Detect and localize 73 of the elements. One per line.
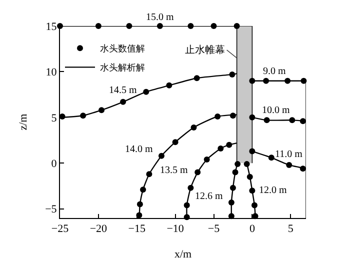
annotation: 12.6 m	[195, 191, 223, 202]
x-tick-label: −5	[208, 223, 220, 236]
point	[249, 188, 256, 194]
point	[143, 88, 150, 95]
x-tick-label: 0	[249, 223, 256, 236]
annotation: 15.0 m	[146, 12, 174, 23]
legend-label: 水头数值解	[100, 44, 145, 54]
point	[249, 78, 256, 84]
point	[190, 124, 197, 130]
point	[300, 78, 307, 84]
point	[249, 148, 256, 154]
x-tick-label: −20	[90, 223, 108, 236]
annotation: 10.0 m	[262, 105, 290, 116]
point	[264, 117, 270, 124]
point	[300, 118, 306, 124]
point	[230, 184, 236, 191]
point	[80, 112, 86, 119]
point	[232, 169, 238, 176]
point	[136, 201, 143, 208]
point	[268, 154, 274, 161]
point	[188, 23, 194, 29]
point	[120, 98, 126, 105]
point	[158, 152, 164, 159]
legend-label: 水头解析解	[100, 62, 145, 73]
point	[251, 202, 258, 208]
point	[98, 107, 105, 114]
annotation: 11.0 m	[275, 149, 303, 160]
x-tick-label: −10	[166, 223, 184, 236]
annotation: 止水帷幕	[185, 44, 225, 56]
y-tick-label: 0	[51, 158, 58, 170]
point	[249, 114, 256, 120]
y-axis-title: z/m	[18, 113, 30, 130]
y-tick-label: 10	[46, 66, 58, 79]
x-tick-label: −15	[128, 223, 146, 236]
point	[214, 114, 221, 120]
annotation: 14.5 m	[109, 85, 137, 96]
point	[146, 171, 152, 178]
point	[194, 169, 201, 176]
point	[140, 186, 146, 193]
point	[184, 202, 190, 208]
x-tick-label: −25	[51, 223, 70, 236]
point	[172, 139, 178, 146]
point	[204, 156, 210, 162]
point	[126, 23, 132, 29]
point	[286, 162, 292, 168]
annotation: 14.0 m	[125, 144, 153, 155]
y-tick-label: 15	[46, 20, 58, 33]
point	[226, 142, 232, 148]
y-tick-label: 5	[51, 112, 58, 124]
point	[244, 161, 250, 168]
annotation: 13.5 m	[160, 165, 188, 176]
annotation: 12.0 m	[259, 185, 287, 196]
point	[188, 184, 194, 191]
point	[300, 166, 306, 172]
point	[218, 146, 224, 152]
x-axis-title: x/m	[174, 248, 192, 260]
point	[194, 75, 200, 82]
point	[156, 23, 163, 29]
point	[289, 117, 296, 124]
point	[234, 161, 241, 168]
annotation: 9.0 m	[263, 66, 286, 77]
point	[95, 23, 102, 29]
point	[210, 23, 217, 29]
point	[228, 199, 234, 206]
x-tick-label: 5	[288, 223, 294, 236]
point	[263, 78, 270, 84]
point	[230, 112, 236, 119]
point	[246, 174, 253, 180]
point	[229, 71, 236, 78]
y-tick-label: −5	[45, 204, 58, 216]
point	[234, 23, 240, 29]
point	[166, 82, 172, 88]
point	[284, 78, 291, 84]
